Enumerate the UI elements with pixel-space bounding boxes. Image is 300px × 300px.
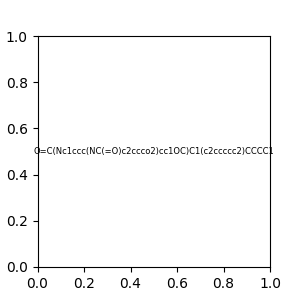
Text: O=C(Nc1ccc(NC(=O)c2ccco2)cc1OC)C1(c2ccccc2)CCCC1: O=C(Nc1ccc(NC(=O)c2ccco2)cc1OC)C1(c2cccc…	[33, 147, 274, 156]
